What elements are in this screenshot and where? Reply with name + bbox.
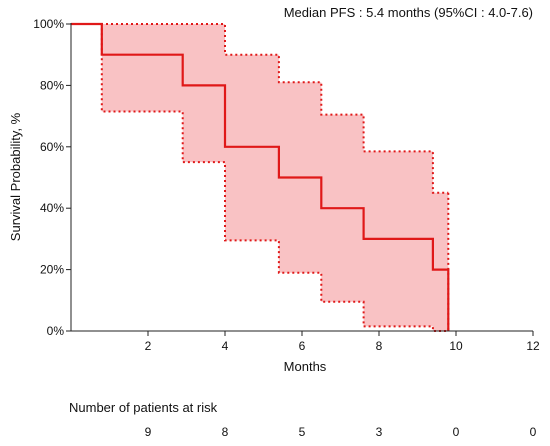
confidence-band-area bbox=[71, 24, 449, 331]
survival-curve-layer bbox=[71, 22, 450, 331]
risk-count-2: 9 bbox=[144, 425, 152, 439]
y-tick-label-20: 20% bbox=[40, 263, 64, 277]
confidence-band-layer bbox=[71, 23, 450, 332]
chart-annotation: Median PFS : 5.4 months (95%CI : 4.0-7.6… bbox=[284, 5, 533, 20]
y-tick-label-40: 40% bbox=[40, 201, 64, 215]
risk-count-6: 5 bbox=[298, 425, 306, 439]
risk-table-title: Number of patients at risk bbox=[69, 400, 218, 415]
x-axis-label: Months bbox=[284, 359, 327, 374]
x-tick-label-10: 10 bbox=[449, 339, 463, 353]
confidence-lower-bound bbox=[71, 23, 449, 332]
y-tick-label-60: 60% bbox=[40, 140, 64, 154]
x-tick-label-12: 12 bbox=[526, 339, 540, 353]
y-axis-label: Survival Probability, % bbox=[8, 112, 23, 241]
risk-count-10: 0 bbox=[452, 425, 460, 439]
x-tick-label-6: 6 bbox=[299, 339, 306, 353]
x-tick-label-8: 8 bbox=[376, 339, 383, 353]
risk-count-12: 0 bbox=[529, 425, 537, 439]
y-tick-label-100: 100% bbox=[33, 17, 64, 31]
axes: 0% 20% 40% 60% 80% 100% 2 4 6 8 10 12 bbox=[33, 17, 540, 353]
risk-count-8: 3 bbox=[375, 425, 383, 439]
risk-count-4: 8 bbox=[221, 425, 229, 439]
y-tick-label-0: 0% bbox=[47, 324, 65, 338]
y-tick-label-80: 80% bbox=[40, 78, 64, 92]
survival-curve-0 bbox=[71, 22, 450, 331]
x-tick-label-2: 2 bbox=[145, 339, 152, 353]
x-tick-label-4: 4 bbox=[222, 339, 229, 353]
